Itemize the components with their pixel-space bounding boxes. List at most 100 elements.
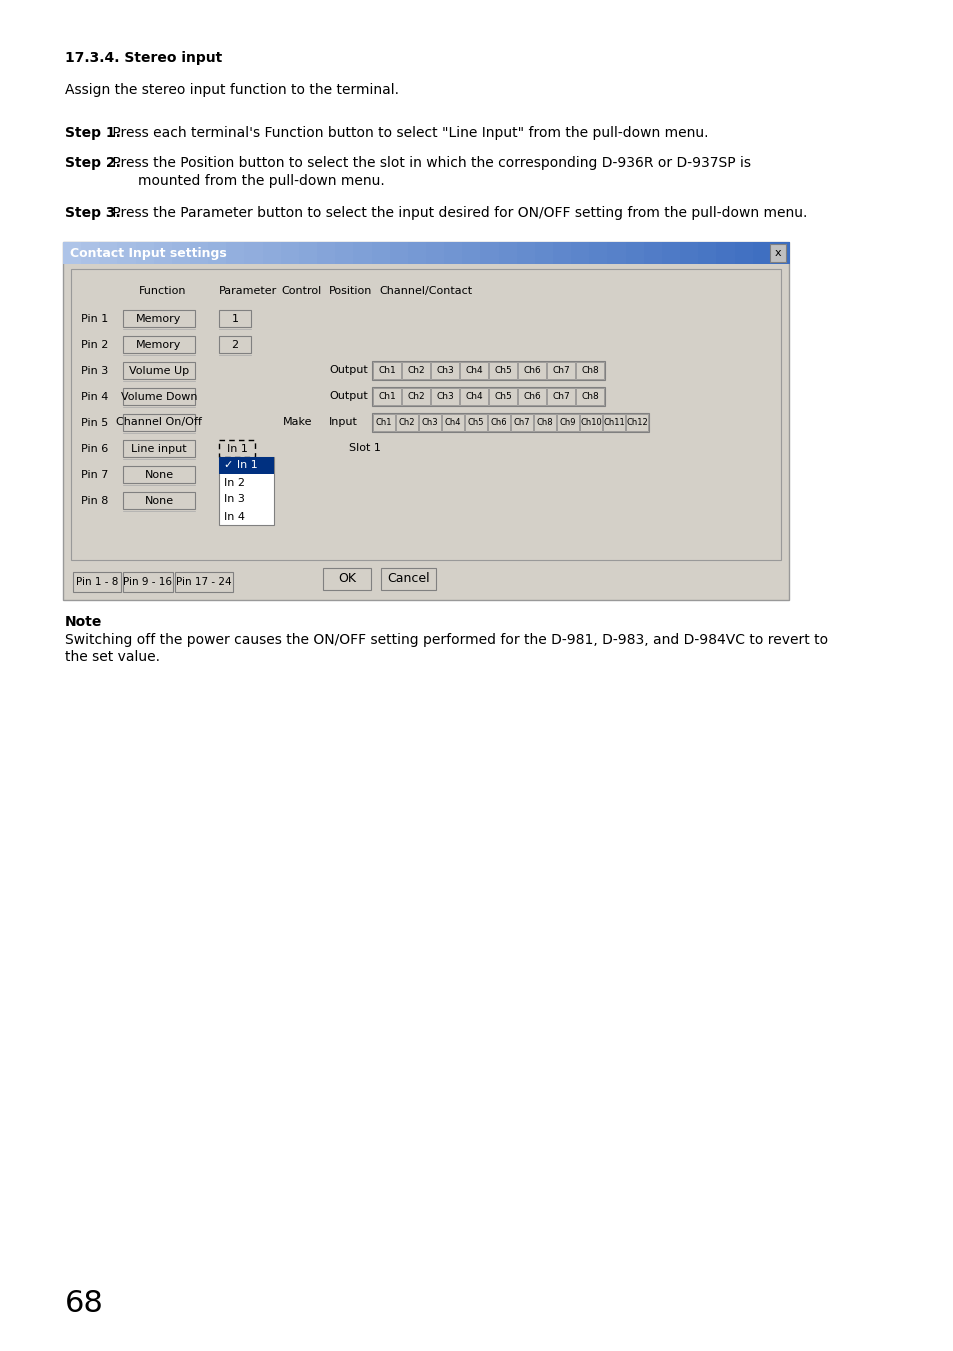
Text: In 1: In 1 <box>226 443 247 454</box>
Text: Ch6: Ch6 <box>522 366 540 376</box>
Text: Ch6: Ch6 <box>490 417 507 427</box>
Bar <box>353 242 373 263</box>
Text: Pin 9 - 16: Pin 9 - 16 <box>123 577 172 586</box>
Bar <box>576 362 603 380</box>
Text: Press the Parameter button to select the input desired for ON/OFF setting from t: Press the Parameter button to select the… <box>108 205 806 220</box>
Text: 68: 68 <box>65 1289 104 1317</box>
Text: Press each terminal's Function button to select "Line Input" from the pull-down : Press each terminal's Function button to… <box>108 126 708 141</box>
Bar <box>219 440 254 457</box>
Bar <box>395 413 417 431</box>
Bar <box>770 242 789 263</box>
Bar <box>219 457 274 526</box>
Text: Channel/Contact: Channel/Contact <box>378 286 472 296</box>
Bar <box>553 242 572 263</box>
Bar <box>498 242 517 263</box>
Bar <box>431 388 458 405</box>
Text: Volume Up: Volume Up <box>129 366 189 376</box>
Text: Position: Position <box>329 286 372 296</box>
Bar <box>335 242 354 263</box>
Text: Memory: Memory <box>136 339 181 350</box>
Bar <box>380 567 436 590</box>
Text: ✓ In 1: ✓ In 1 <box>224 461 257 470</box>
Bar <box>123 362 194 380</box>
Bar <box>372 361 604 380</box>
Bar <box>373 362 400 380</box>
Bar <box>511 413 533 431</box>
Bar <box>174 571 233 592</box>
Text: In 3: In 3 <box>224 494 245 504</box>
Text: Ch4: Ch4 <box>465 366 482 376</box>
Bar <box>517 242 536 263</box>
Text: Ch11: Ch11 <box>602 417 624 427</box>
Bar <box>389 242 409 263</box>
Bar <box>172 242 191 263</box>
Text: the set value.: the set value. <box>65 650 160 663</box>
Bar <box>625 242 644 263</box>
Bar <box>190 242 209 263</box>
Text: Step 2.: Step 2. <box>65 155 121 170</box>
Text: Ch7: Ch7 <box>552 392 569 401</box>
Bar <box>480 242 499 263</box>
Text: Control: Control <box>281 286 321 296</box>
Bar <box>488 413 510 431</box>
Bar <box>208 242 227 263</box>
Text: Ch2: Ch2 <box>407 366 424 376</box>
Text: Step 1.: Step 1. <box>65 126 121 141</box>
Text: Ch1: Ch1 <box>377 392 395 401</box>
Text: Contact Input settings: Contact Input settings <box>70 246 227 259</box>
Text: Note: Note <box>65 615 102 630</box>
Text: Pin 7: Pin 7 <box>81 470 109 480</box>
Text: Memory: Memory <box>136 313 181 323</box>
Text: Ch9: Ch9 <box>559 417 576 427</box>
Bar <box>219 309 251 327</box>
Text: Ch10: Ch10 <box>579 417 601 427</box>
Text: Cancel: Cancel <box>387 573 430 585</box>
Bar <box>589 242 608 263</box>
Bar <box>734 242 753 263</box>
Text: Channel On/Off: Channel On/Off <box>116 417 202 427</box>
Bar <box>535 242 554 263</box>
Bar <box>244 242 263 263</box>
Text: Pin 6: Pin 6 <box>81 443 108 454</box>
Text: Pin 17 - 24: Pin 17 - 24 <box>176 577 232 586</box>
Bar <box>401 388 430 405</box>
Text: Ch2: Ch2 <box>398 417 415 427</box>
Text: Pin 2: Pin 2 <box>81 339 109 350</box>
Bar <box>153 242 172 263</box>
Text: Ch1: Ch1 <box>375 417 392 427</box>
Bar <box>117 242 136 263</box>
Bar <box>752 242 771 263</box>
Text: OK: OK <box>337 573 355 585</box>
Bar <box>371 242 391 263</box>
Text: x: x <box>774 249 781 258</box>
Bar <box>63 242 82 263</box>
Bar <box>219 457 274 474</box>
Text: mounted from the pull-down menu.: mounted from the pull-down menu. <box>138 174 384 188</box>
Text: Ch3: Ch3 <box>436 366 454 376</box>
Text: Ch5: Ch5 <box>467 417 484 427</box>
Bar <box>408 242 427 263</box>
Bar <box>63 242 788 600</box>
Text: Ch7: Ch7 <box>552 366 569 376</box>
Bar <box>557 413 578 431</box>
Text: 2: 2 <box>232 339 238 350</box>
Bar <box>226 242 245 263</box>
Bar <box>123 571 172 592</box>
Text: Slot 1: Slot 1 <box>349 443 380 453</box>
Text: Switching off the power causes the ON/OFF setting performed for the D-981, D-983: Switching off the power causes the ON/OF… <box>65 634 827 647</box>
Text: In 2: In 2 <box>224 477 245 488</box>
Bar <box>135 242 154 263</box>
Text: 17.3.4. Stereo input: 17.3.4. Stereo input <box>65 51 222 65</box>
Bar <box>280 242 299 263</box>
Text: Output: Output <box>329 365 367 376</box>
Text: Output: Output <box>329 390 367 401</box>
Bar <box>73 571 121 592</box>
Text: Ch5: Ch5 <box>494 392 512 401</box>
Bar <box>546 362 575 380</box>
Bar <box>373 413 395 431</box>
Text: Ch1: Ch1 <box>377 366 395 376</box>
Text: Ch8: Ch8 <box>580 366 598 376</box>
Text: Function: Function <box>139 286 186 296</box>
Text: Input: Input <box>329 417 357 427</box>
Text: Step 3.: Step 3. <box>65 205 121 220</box>
